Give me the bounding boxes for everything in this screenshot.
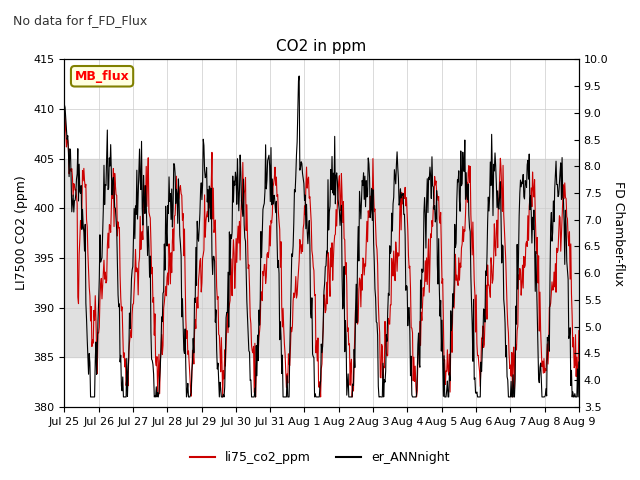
Text: MB_flux: MB_flux (75, 70, 129, 83)
Y-axis label: FD Chamber-flux: FD Chamber-flux (612, 180, 625, 286)
Legend: li75_co2_ppm, er_ANNnight: li75_co2_ppm, er_ANNnight (186, 446, 454, 469)
Y-axis label: LI7500 CO2 (ppm): LI7500 CO2 (ppm) (15, 176, 28, 290)
Text: No data for f_FD_Flux: No data for f_FD_Flux (13, 14, 147, 27)
Title: CO2 in ppm: CO2 in ppm (276, 39, 367, 54)
Bar (65, 158, 579, 357)
